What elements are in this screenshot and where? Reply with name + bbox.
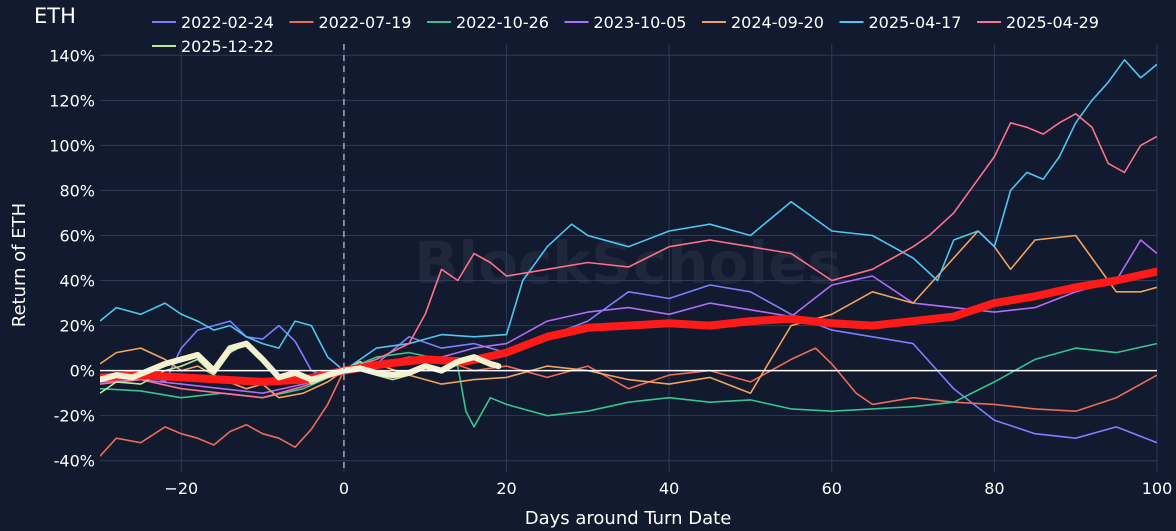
legend-label: 2025-12-22 xyxy=(181,37,274,56)
x-tick-label: 80 xyxy=(984,479,1004,498)
y-tick-label: 20% xyxy=(59,317,95,336)
y-tick-label: 80% xyxy=(59,181,95,200)
y-tick-label: -40% xyxy=(54,452,95,471)
y-tick-label: 40% xyxy=(59,272,95,291)
legend-item-2022-07-19: 2022-07-19 xyxy=(289,13,412,32)
series-line-2022-02-24 xyxy=(100,284,1157,444)
y-tick-label: 140% xyxy=(49,46,95,65)
series-line-2022-07-19 xyxy=(100,347,1157,457)
x-tick-label: 20 xyxy=(496,479,516,498)
watermark: BlockScholes xyxy=(414,229,842,297)
legend-label: 2022-10-26 xyxy=(456,13,549,32)
x-tick-label: −20 xyxy=(164,479,198,498)
x-tick-label: 40 xyxy=(659,479,679,498)
x-tick-label: 60 xyxy=(822,479,842,498)
legend-label: 2024-09-20 xyxy=(731,13,824,32)
legend-label: 2025-04-29 xyxy=(1006,13,1099,32)
legend-item-2025-04-29: 2025-04-29 xyxy=(977,13,1099,32)
legend-item-2024-09-20: 2024-09-20 xyxy=(702,13,824,32)
x-axis-title: Days around Turn Date xyxy=(525,508,732,529)
legend-item-2022-02-24: 2022-02-24 xyxy=(152,13,274,32)
y-tick-label: 120% xyxy=(49,91,95,110)
y-tick-label: 100% xyxy=(49,136,95,155)
x-tick-label: 0 xyxy=(339,479,349,498)
series-lines xyxy=(100,44,1157,472)
legend-label: 2022-07-19 xyxy=(319,13,412,32)
legend-label: 2025-04-17 xyxy=(869,13,962,32)
chart-title: ETH xyxy=(34,4,76,28)
legend-item-2022-10-26: 2022-10-26 xyxy=(427,13,549,32)
y-tick-label: 60% xyxy=(59,226,95,245)
y-tick-label: 0% xyxy=(70,362,95,381)
y-tick-label: -20% xyxy=(54,407,95,426)
average-line xyxy=(100,267,1157,386)
series-line-2025-04-17 xyxy=(100,58,1157,372)
legend: 2022-02-24 2022-07-19 2022-10-26 2023-10-05… xyxy=(152,13,1099,56)
legend-item-2025-04-17: 2025-04-17 xyxy=(839,13,962,32)
series-line-2023-10-05 xyxy=(100,239,1157,395)
x-tick-label: 100 xyxy=(1142,479,1173,498)
legend-label: 2022-02-24 xyxy=(181,13,274,32)
legend-item-2025-12-22: 2025-12-22 xyxy=(152,37,274,56)
series-line-2022-10-26 xyxy=(100,342,1157,428)
legend-label: 2023-10-05 xyxy=(594,13,687,32)
legend-item-2023-10-05: 2023-10-05 xyxy=(564,13,687,32)
y-axis-title: Return of ETH xyxy=(9,203,30,327)
